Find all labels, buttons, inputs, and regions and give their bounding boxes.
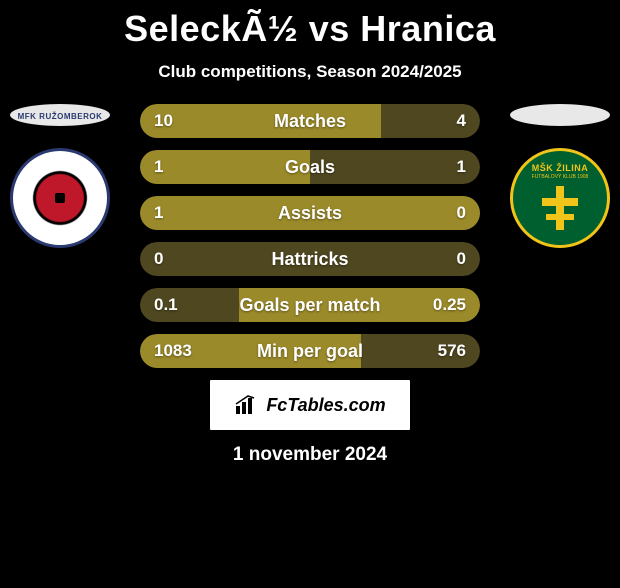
page-title: SeleckÃ½ vs Hranica <box>0 8 620 50</box>
chart-icon <box>234 394 262 416</box>
player-right: MŠK ŽILINA FUTBALOVÝ KLUB 1908 <box>510 104 610 248</box>
brand-text: FcTables.com <box>266 395 385 416</box>
stat-value-right: 0.25 <box>433 288 466 322</box>
club-badge-left: MFK RUŽOMBEROK <box>10 148 110 248</box>
club-badge-right: MŠK ŽILINA FUTBALOVÝ KLUB 1908 <box>510 148 610 248</box>
brand-logo: FcTables.com <box>210 380 410 430</box>
stat-row: 0.1Goals per match0.25 <box>140 288 480 322</box>
club-name-right: MŠK ŽILINA <box>532 163 589 173</box>
stat-row: 1083Min per goal576 <box>140 334 480 368</box>
stat-value-right: 0 <box>457 242 466 276</box>
stat-row: 10Matches4 <box>140 104 480 138</box>
stat-label: Goals <box>140 150 480 184</box>
comparison-area: MFK RUŽOMBEROK MŠK ŽILINA FUTBALOVÝ KLUB… <box>0 104 620 368</box>
badge-emblem-right: MŠK ŽILINA FUTBALOVÝ KLUB 1908 <box>532 163 589 234</box>
player-silhouette-right <box>510 104 610 126</box>
stat-label: Goals per match <box>140 288 480 322</box>
stat-label: Hattricks <box>140 242 480 276</box>
stat-row: 0Hattricks0 <box>140 242 480 276</box>
stat-row: 1Goals1 <box>140 150 480 184</box>
stats-list: 10Matches41Goals11Assists00Hattricks00.1… <box>140 104 480 368</box>
club-name-left: MFK RUŽOMBEROK <box>18 112 103 121</box>
stat-value-right: 576 <box>438 334 466 368</box>
stat-value-right: 4 <box>457 104 466 138</box>
cross-icon <box>540 184 580 234</box>
badge-emblem-left <box>30 168 90 228</box>
club-subtext-right: FUTBALOVÝ KLUB 1908 <box>532 174 589 180</box>
stat-label: Min per goal <box>140 334 480 368</box>
date-label: 1 november 2024 <box>0 444 620 466</box>
stat-value-right: 0 <box>457 196 466 230</box>
player-left: MFK RUŽOMBEROK <box>10 104 110 248</box>
stat-value-right: 1 <box>457 150 466 184</box>
stat-label: Assists <box>140 196 480 230</box>
stat-row: 1Assists0 <box>140 196 480 230</box>
subtitle: Club competitions, Season 2024/2025 <box>0 62 620 82</box>
stat-label: Matches <box>140 104 480 138</box>
